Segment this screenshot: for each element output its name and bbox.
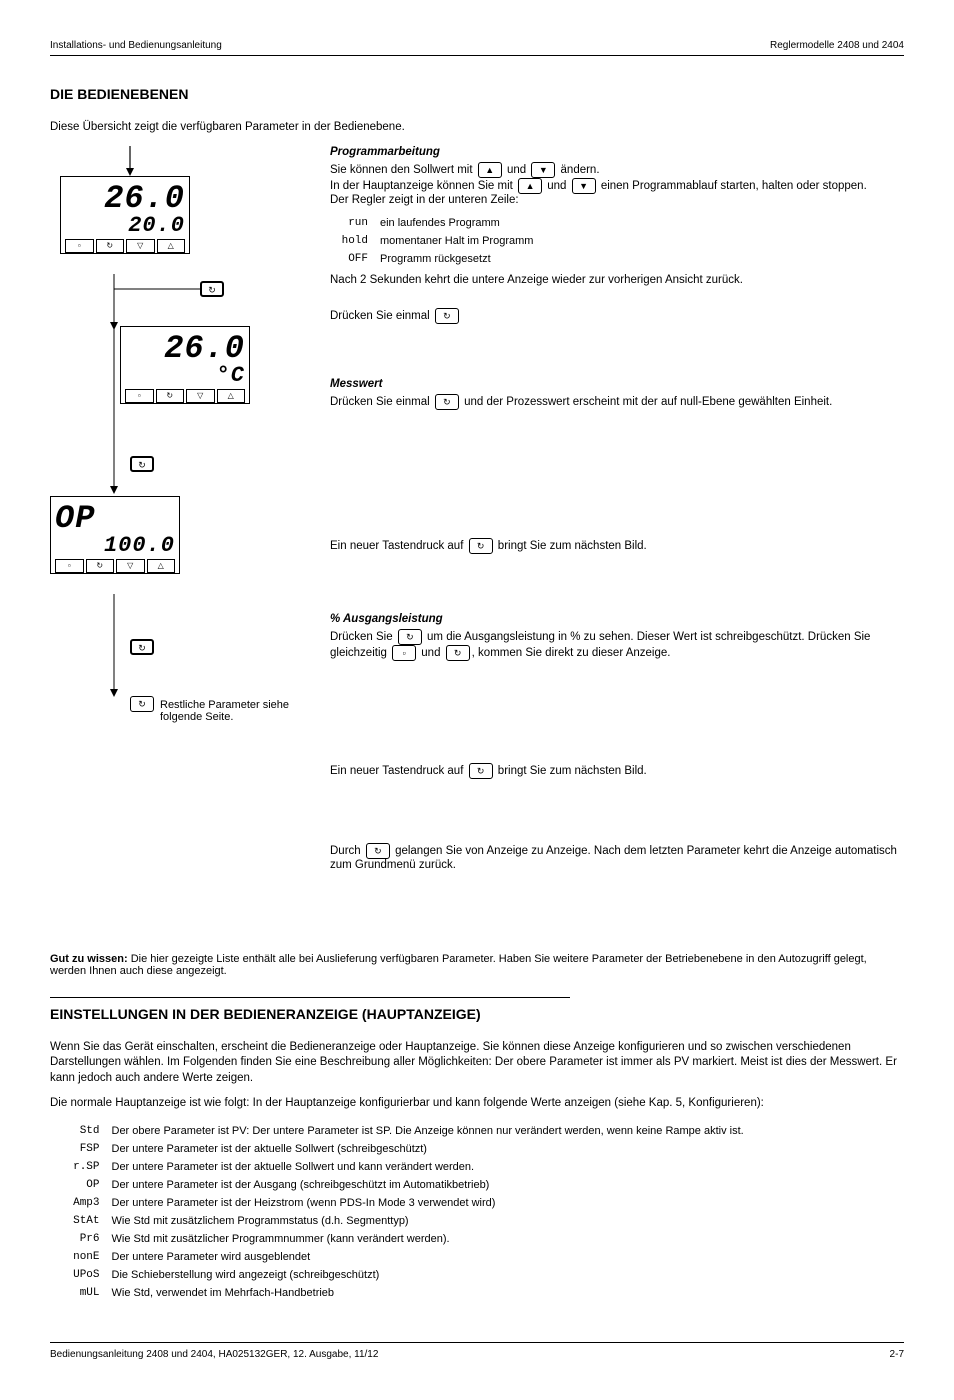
panel-scroll-btn[interactable]: ↻ — [96, 239, 125, 253]
scroll-key-icon: ↻ — [398, 629, 422, 645]
scroll-key-4[interactable]: ↻ — [130, 696, 154, 712]
disp3-bottom: 100.0 — [55, 535, 175, 557]
footer-left: Bedienungsanleitung 2408 und 2404, HA025… — [50, 1349, 378, 1360]
disp3-top: OP — [55, 503, 175, 535]
settings-desc: Der untere Parameter ist der aktuelle So… — [112, 1158, 905, 1176]
scroll-key-icon: ↻ — [469, 538, 493, 554]
settings-code: OP — [50, 1176, 112, 1194]
settings-body: Wenn Sie das Gerät einschalten, erschein… — [50, 1040, 904, 1087]
settings-desc: Der untere Parameter ist der aktuelle So… — [112, 1140, 905, 1158]
display-op: OP 100.0 ▫ ↻ ▽ △ — [50, 496, 180, 574]
step1-text: Drücken Sie einmal ↻ und der Prozesswert… — [330, 394, 904, 410]
disp1-bottom: 20.0 — [65, 215, 185, 237]
good-to-know: Gut zu wissen: Die hier gezeigte Liste e… — [50, 953, 904, 977]
home-body2: In der Hauptanzeige können Sie mit ▲ und… — [330, 178, 904, 194]
settings-desc: Die Schieberstellung wird angezeigt (sch… — [112, 1266, 905, 1284]
settings-code: FSP — [50, 1140, 112, 1158]
scroll-key-icon: ↻ — [366, 843, 390, 859]
step3-title: % Ausgangsleistung — [330, 613, 904, 625]
down-key-icon: ▼ — [531, 162, 555, 178]
settings-desc: Der untere Parameter ist der Ausgang (sc… — [112, 1176, 905, 1194]
panel-scroll-btn[interactable]: ↻ — [156, 389, 185, 403]
settings-desc: Wie Std, verwendet im Mehrfach-Handbetri… — [112, 1284, 905, 1302]
scroll-key-1[interactable]: ↻ — [200, 281, 224, 297]
step2-text: Ein neuer Tastendruck auf ↻ bringt Sie z… — [330, 538, 904, 554]
disp2-bottom: °C — [125, 365, 245, 387]
flowchart: 26.0 20.0 ▫ ↻ ▽ △ ↻ 26.0 °C ▫ ↻ ▽ △ — [50, 146, 290, 796]
panel-page-btn[interactable]: ▫ — [65, 239, 94, 253]
panel-up-btn[interactable]: △ — [217, 389, 246, 403]
settings-code: mUL — [50, 1284, 112, 1302]
settings-row: Pr6Wie Std mit zusätzlicher Programmnumm… — [50, 1230, 904, 1248]
settings-desc: Der untere Parameter wird ausgeblendet — [112, 1248, 905, 1266]
panel-down-btn[interactable]: ▽ — [186, 389, 215, 403]
display-home: 26.0 20.0 ▫ ↻ ▽ △ — [60, 176, 190, 254]
panel-down-btn[interactable]: ▽ — [126, 239, 155, 253]
settings-desc: Der untere Parameter ist der Heizstrom (… — [112, 1194, 905, 1212]
up-key-icon: ▲ — [518, 178, 542, 194]
panel-scroll-btn[interactable]: ↻ — [86, 559, 115, 573]
settings-code: UPoS — [50, 1266, 112, 1284]
settings-row: mULWie Std, verwendet im Mehrfach-Handbe… — [50, 1284, 904, 1302]
settings-code: Amp3 — [50, 1194, 112, 1212]
settings-row: FSPDer untere Parameter ist der aktuelle… — [50, 1140, 904, 1158]
instructions-column: Programmarbeitung Sie können den Sollwer… — [330, 146, 904, 923]
settings-row: UPoSDie Schieberstellung wird angezeigt … — [50, 1266, 904, 1284]
scroll-key-icon: ↻ — [446, 645, 470, 661]
home-note: Nach 2 Sekunden kehrt die untere Anzeige… — [330, 274, 904, 286]
page-key-icon: ▫ — [392, 645, 416, 661]
remaining-params-label: Restliche Parameter siehe folgende Seite… — [160, 699, 290, 723]
settings-row: StAtWie Std mit zusätzlichem Programmsta… — [50, 1212, 904, 1230]
section-title: DIE BEDIENEBENEN — [50, 86, 904, 102]
settings-row: r.SPDer untere Parameter ist der aktuell… — [50, 1158, 904, 1176]
header-rule — [50, 55, 904, 56]
settings-title: EINSTELLUNGEN IN DER BEDIENERANZEIGE (HA… — [50, 1006, 904, 1022]
panel-up-btn[interactable]: △ — [157, 239, 186, 253]
step3-text: Drücken Sie ↻ um die Ausgangsleistung in… — [330, 629, 904, 661]
scroll-key-icon: ↻ — [435, 308, 459, 324]
settings-rule — [50, 997, 570, 998]
scroll-key-3[interactable]: ↻ — [130, 639, 154, 655]
footer-right: 2-7 — [890, 1349, 904, 1360]
settings-desc: Wie Std mit zusätzlicher Programmnummer … — [112, 1230, 905, 1248]
arrow-entry — [120, 146, 140, 176]
settings-desc: Der obere Parameter ist PV: Der untere P… — [112, 1122, 905, 1140]
scroll-key-2[interactable]: ↻ — [130, 456, 154, 472]
settings-code: r.SP — [50, 1158, 112, 1176]
settings-row: OPDer untere Parameter ist der Ausgang (… — [50, 1176, 904, 1194]
up-key-icon: ▲ — [478, 162, 502, 178]
panel-up-btn[interactable]: △ — [147, 559, 176, 573]
home-body1: Sie können den Sollwert mit ▲ und ▼ ände… — [330, 162, 904, 178]
header-right: Reglermodelle 2408 und 2404 — [770, 40, 904, 51]
settings-code: Pr6 — [50, 1230, 112, 1248]
settings-code: nonE — [50, 1248, 112, 1266]
settings-code: StAt — [50, 1212, 112, 1230]
step1-body: Drücken Sie einmal ↻ — [330, 310, 461, 322]
settings-row: StdDer obere Parameter ist PV: Der unter… — [50, 1122, 904, 1140]
panel-page-btn[interactable]: ▫ — [55, 559, 84, 573]
down-key-icon: ▼ — [572, 178, 596, 194]
display-reading: 26.0 °C ▫ ↻ ▽ △ — [120, 326, 250, 404]
section-intro: Diese Übersicht zeigt die verfügbaren Pa… — [50, 120, 904, 136]
panel-down-btn[interactable]: ▽ — [116, 559, 145, 573]
nextpage-text: Durch ↻ gelangen Sie von Anzeige zu Anze… — [330, 843, 904, 871]
settings-desc: Wie Std mit zusätzlichem Programmstatus … — [112, 1212, 905, 1230]
step4-text: Ein neuer Tastendruck auf ↻ bringt Sie z… — [330, 763, 904, 779]
settings-table: StdDer obere Parameter ist PV: Der unter… — [50, 1122, 904, 1302]
disp2-top: 26.0 — [125, 333, 245, 365]
home-title: Programmarbeitung — [330, 146, 904, 158]
home-status-table: runein laufendes Programm holdmomentaner… — [330, 214, 545, 268]
step1-title: Messwert — [330, 378, 904, 390]
home-body3: Der Regler zeigt in der unteren Zeile: — [330, 194, 904, 206]
settings-row: nonEDer untere Parameter wird ausgeblend… — [50, 1248, 904, 1266]
header-left: Installations- und Bedienungsanleitung — [50, 40, 222, 51]
scroll-key-icon: ↻ — [469, 763, 493, 779]
footer-rule — [50, 1342, 904, 1343]
settings-code: Std — [50, 1122, 112, 1140]
settings-table-intro: Die normale Hauptanzeige ist wie folgt: … — [50, 1096, 904, 1112]
disp1-top: 26.0 — [65, 183, 185, 215]
settings-row: Amp3Der untere Parameter ist der Heizstr… — [50, 1194, 904, 1212]
scroll-key-icon: ↻ — [435, 394, 459, 410]
